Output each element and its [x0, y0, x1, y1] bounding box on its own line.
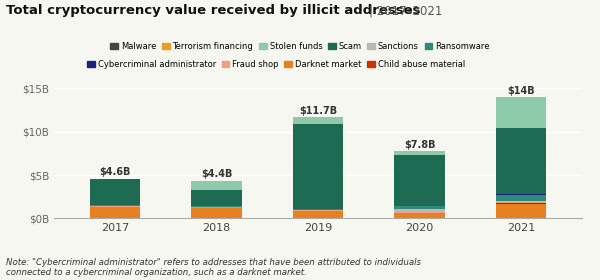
Bar	[496, 195, 547, 200]
Bar	[89, 206, 140, 207]
Text: Total cryptocurrency value received by illicit addresses: Total cryptocurrency value received by i…	[6, 4, 421, 17]
Bar	[496, 204, 547, 218]
Text: Note: "Cybercriminal administrator" refers to addresses that have been attribute: Note: "Cybercriminal administrator" refe…	[6, 258, 421, 277]
Bar	[191, 181, 242, 190]
Bar	[394, 209, 445, 212]
Bar	[496, 202, 547, 203]
Bar	[89, 179, 140, 205]
Text: $7.8B: $7.8B	[404, 139, 435, 150]
Legend: Malware, Terrorism financing, Stolen funds, Scam, Sanctions, Ransomware: Malware, Terrorism financing, Stolen fun…	[110, 42, 490, 51]
Bar	[191, 207, 242, 208]
Bar	[191, 190, 242, 206]
Text: $11.7B: $11.7B	[299, 106, 337, 116]
Text: $4.6B: $4.6B	[99, 167, 131, 177]
Text: $14B: $14B	[507, 86, 535, 95]
Bar	[496, 203, 547, 204]
Bar	[394, 213, 445, 218]
Bar	[293, 210, 343, 211]
Text: | 2017–2021: | 2017–2021	[369, 4, 442, 17]
Bar	[293, 211, 343, 218]
Bar	[394, 151, 445, 155]
Bar	[89, 207, 140, 218]
Bar	[496, 97, 547, 128]
Bar	[293, 124, 343, 209]
Bar	[293, 117, 343, 124]
Bar	[191, 206, 242, 207]
Bar	[89, 205, 140, 206]
Bar	[394, 155, 445, 206]
Bar	[394, 212, 445, 213]
Bar	[293, 209, 343, 210]
Text: $4.4B: $4.4B	[201, 169, 232, 179]
Bar	[496, 128, 547, 195]
Bar	[394, 206, 445, 209]
Bar	[496, 200, 547, 202]
Bar	[191, 208, 242, 218]
Legend: Cybercriminal administrator, Fraud shop, Darknet market, Child abuse material: Cybercriminal administrator, Fraud shop,…	[87, 60, 465, 69]
